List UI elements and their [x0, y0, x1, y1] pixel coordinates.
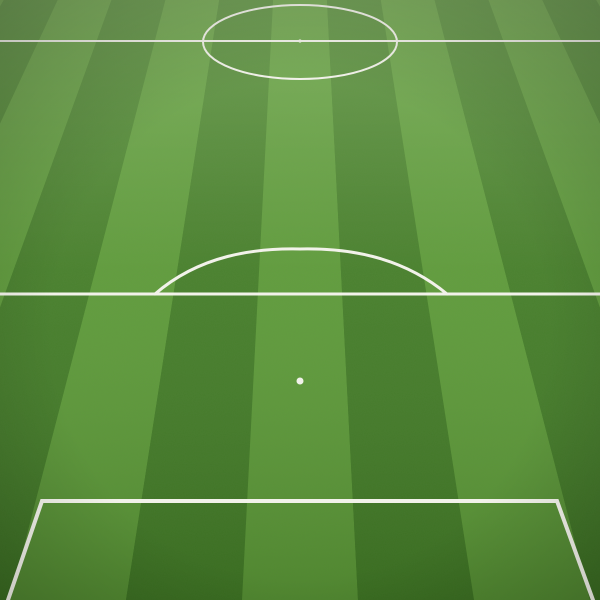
- soccer-pitch: [0, 0, 600, 600]
- vignette-overlay: [0, 0, 600, 600]
- game-viewport: [0, 0, 600, 600]
